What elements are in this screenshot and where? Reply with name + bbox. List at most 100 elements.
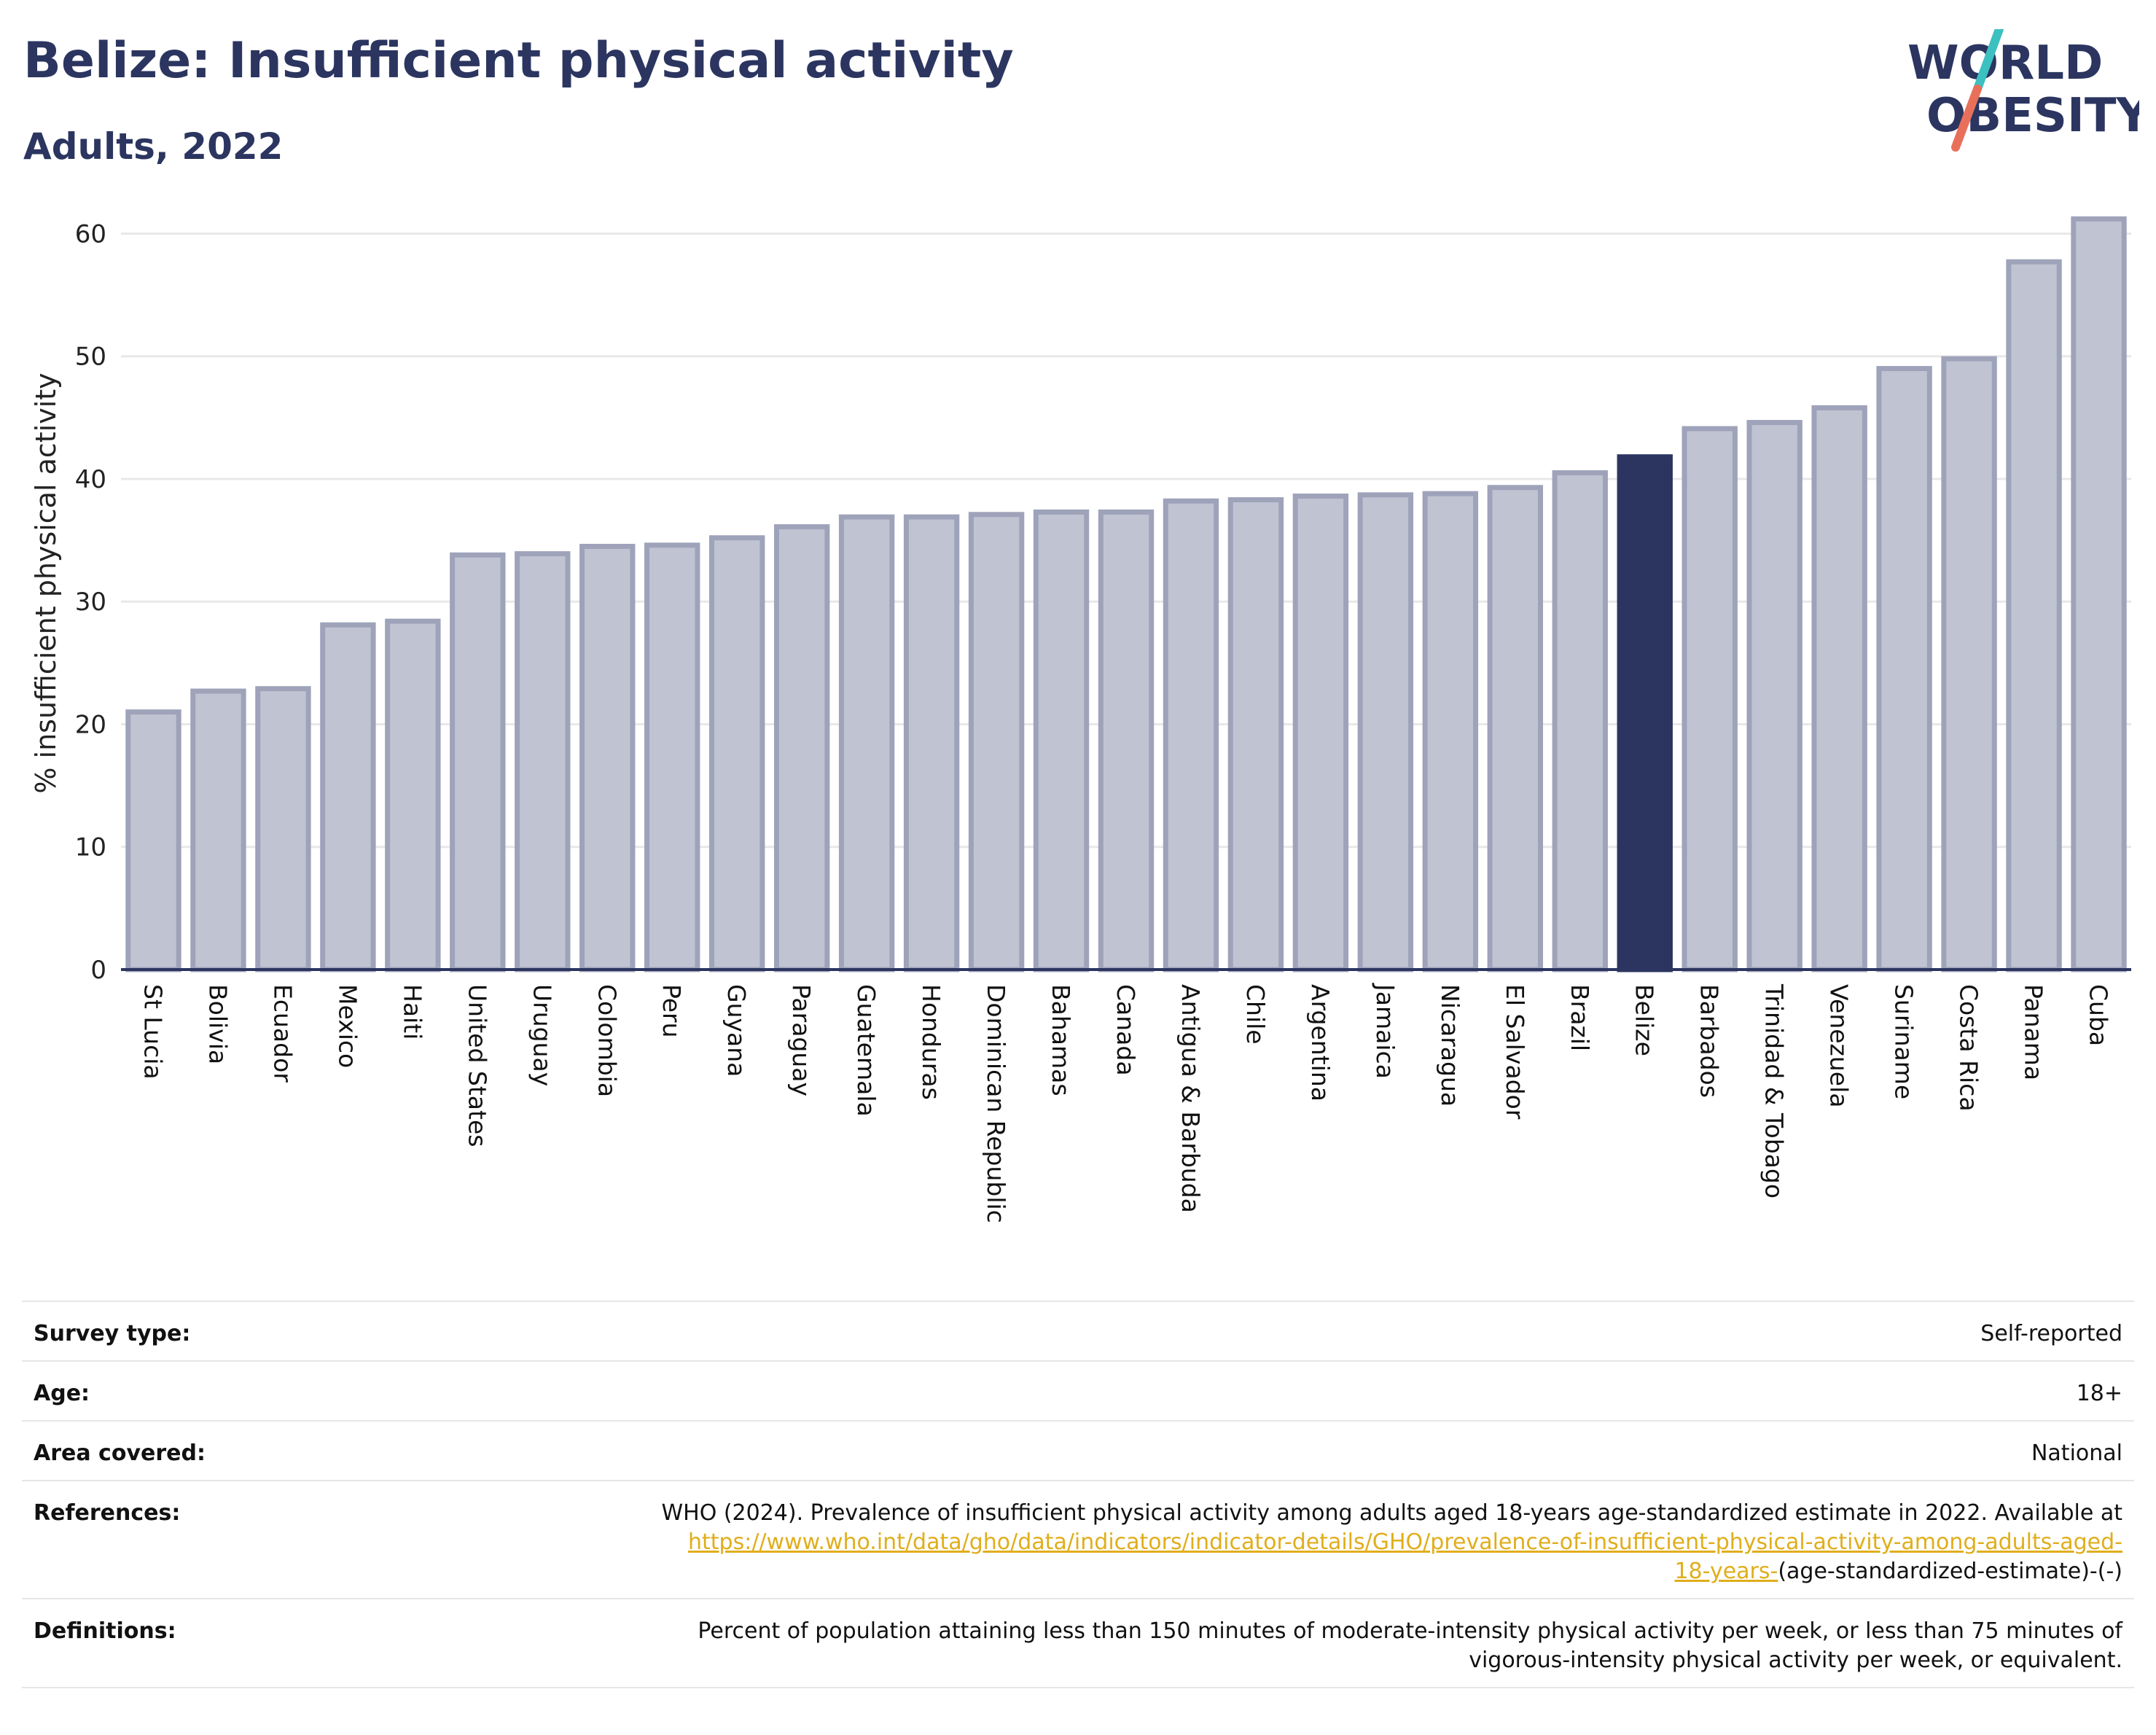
bar-ecuador (255, 686, 311, 972)
x-tick-label: Jamaica (1371, 983, 1399, 1079)
bar-costa-rica (1941, 356, 1997, 972)
x-tick-label: Canada (1112, 984, 1140, 1076)
y-tick-label: 10 (75, 833, 106, 862)
bar-belize (1617, 454, 1673, 972)
bar-panama (2006, 259, 2062, 972)
x-tick-label: Suriname (1890, 984, 1918, 1099)
age-label: Age: (34, 1381, 90, 1406)
bar-honduras (903, 514, 960, 972)
x-tick-label: El Salvador (1501, 984, 1529, 1120)
bar-guyana (708, 535, 765, 972)
bar-bolivia (190, 688, 246, 972)
references-value: WHO (2024). Prevalence of insufficient p… (661, 1481, 2122, 1598)
y-axis-label: % insufficient physical activity (30, 373, 62, 793)
x-tick-label: Mexico (333, 984, 362, 1068)
x-tick-label: Brazil (1566, 984, 1594, 1051)
bar-brazil (1552, 470, 1608, 972)
info-row-area: Area covered: National (22, 1420, 2134, 1480)
bar-united-states (450, 552, 506, 972)
bar-colombia (579, 544, 636, 972)
bar-el-salvador (1487, 485, 1544, 972)
references-label: References: (34, 1500, 181, 1526)
bar-dominican-republic (968, 512, 1025, 972)
references-suffix: (age-standardized-estimate)-(-) (1778, 1559, 2122, 1584)
x-tick-label: Belize (1630, 984, 1659, 1056)
bar-st-lucia (125, 709, 181, 972)
bar-mexico (320, 622, 376, 972)
info-row-survey-type: Survey type: Self-reported (22, 1301, 2134, 1360)
bar-jamaica (1357, 492, 1414, 972)
definitions-line-1: Percent of population attaining less tha… (698, 1618, 2122, 1644)
x-tick-label: Honduras (917, 984, 945, 1100)
bar-bahamas (1033, 509, 1090, 972)
x-tick-label: Haiti (398, 984, 426, 1040)
info-table: Survey type: Self-reported Age: 18+ Area… (22, 1301, 2134, 1688)
survey-type-label: Survey type: (34, 1321, 191, 1346)
bar-venezuela (1811, 405, 1867, 972)
x-tick-label: Peru (657, 984, 686, 1038)
x-tick-label: Cuba (2085, 984, 2113, 1046)
x-tick-label: Dominican Republic (982, 984, 1010, 1223)
x-tick-label: Antigua & Barbuda (1176, 984, 1205, 1213)
bar-argentina (1292, 494, 1349, 972)
bar-trinidad-tobago (1746, 420, 1802, 972)
bar-peru (644, 542, 700, 972)
bar-barbados (1682, 426, 1738, 972)
x-tick-label: Paraguay (787, 984, 816, 1096)
logo-line-1: WORLD (1907, 36, 2103, 90)
x-tick-label: Bolivia (203, 984, 232, 1064)
logo-slash-top (1973, 29, 2004, 93)
references-text: WHO (2024). Prevalence of insufficient p… (661, 1500, 2122, 1526)
x-axis-labels: St Lucia Bolivia Ecuador Mexico Haiti United … (138, 983, 2112, 1223)
logo-slash-bottom (1951, 85, 1982, 152)
references-link-part-1[interactable]: https://www.who.int/data/gho/data/indica… (688, 1529, 2122, 1555)
y-tick-label: 40 (75, 465, 106, 494)
bars (125, 216, 2127, 972)
info-row-references: References: WHO (2024). Prevalence of in… (22, 1480, 2134, 1598)
bar-canada (1098, 509, 1155, 972)
x-tick-label: St Lucia (138, 984, 167, 1080)
survey-type-value: Self-reported (1980, 1321, 2122, 1346)
x-tick-label: Guatemala (852, 984, 880, 1117)
area-covered-label: Area covered: (34, 1440, 206, 1466)
x-tick-label: Ecuador (268, 984, 297, 1083)
bar-haiti (385, 618, 441, 972)
x-tick-label: Uruguay (528, 984, 556, 1086)
bar-paraguay (773, 524, 830, 972)
x-tick-label: Argentina (1306, 984, 1335, 1102)
world-obesity-logo: WORLD OBESITY (1907, 29, 2139, 152)
y-tick-label: 50 (75, 343, 106, 372)
references-link[interactable]: https://www.who.int/data/gho/data/indica… (688, 1529, 2122, 1584)
references-link-part-2[interactable]: 18-years- (1674, 1559, 1778, 1584)
x-tick-label: Chile (1241, 984, 1270, 1045)
bar-chile (1227, 497, 1284, 972)
age-value: 18+ (2076, 1381, 2122, 1406)
y-tick-label: 0 (90, 956, 106, 985)
y-tick-label: 30 (75, 588, 106, 617)
definitions-line-2: vigorous-intensity physical activity per… (1469, 1648, 2122, 1673)
definitions-value: Percent of population attaining less tha… (698, 1599, 2122, 1687)
x-tick-label: Costa Rica (1955, 984, 1983, 1112)
chart-subtitle: Adults, 2022 (23, 125, 284, 168)
y-tick-label: 20 (75, 710, 106, 739)
x-tick-label: Panama (2020, 984, 2048, 1080)
y-tick-label: 60 (75, 219, 106, 249)
bar-uruguay (515, 551, 571, 972)
x-tick-label: United States (463, 984, 491, 1147)
x-tick-label: Venezuela (1825, 984, 1854, 1107)
bar-guatemala (838, 514, 895, 972)
x-tick-label: Guyana (722, 984, 751, 1077)
x-tick-label: Nicaragua (1436, 984, 1464, 1107)
info-row-age: Age: 18+ (22, 1360, 2134, 1420)
x-tick-label: Bahamas (1047, 984, 1075, 1096)
bar-nicaragua (1422, 491, 1479, 972)
y-axis-ticks: 0 10 20 30 40 50 60 (75, 219, 106, 985)
bar-suriname (1876, 366, 1932, 972)
chart-title: Belize: Insufficient physical activity (23, 32, 1014, 90)
definitions-label: Definitions: (34, 1618, 176, 1644)
x-tick-label: Barbados (1695, 984, 1724, 1098)
x-tick-label: Trinidad & Tobago (1760, 983, 1789, 1198)
x-tick-label: Colombia (593, 984, 621, 1097)
info-row-definitions: Definitions: Percent of population attai… (22, 1598, 2134, 1688)
bar-antigua-barbuda (1163, 498, 1219, 972)
